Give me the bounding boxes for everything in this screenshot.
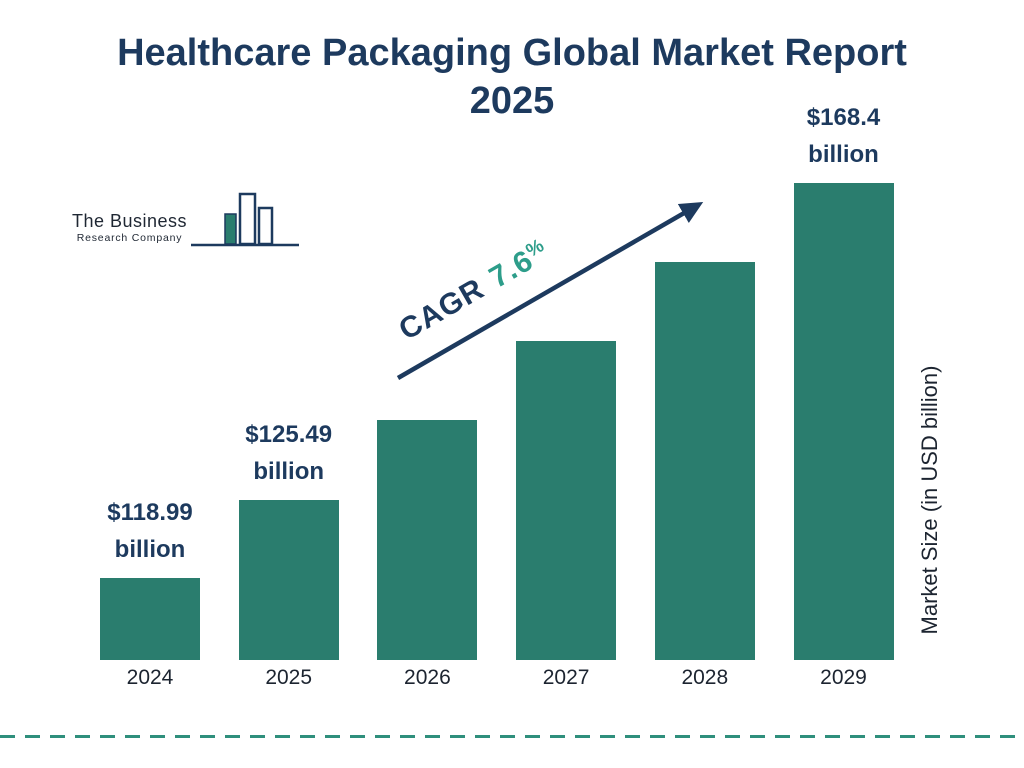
bar-2024	[100, 578, 200, 660]
x-label-2027: 2027	[542, 666, 590, 689]
logo-bars-icon	[191, 192, 300, 247]
value-label-line: $118.99	[107, 498, 193, 526]
bar-2027	[516, 341, 617, 660]
value-label-line: billion	[808, 140, 879, 168]
value-label-line: $125.49	[245, 420, 333, 448]
bar-2025	[238, 500, 339, 660]
bar-2028	[654, 262, 755, 660]
logo: The Business Research Company	[72, 188, 301, 250]
bottom-dashed-divider	[0, 735, 1024, 738]
bar-2026	[377, 420, 478, 660]
chart-title-line1: Healthcare Packaging Global Market Repor…	[117, 32, 907, 74]
logo-text-line2: Research Company	[76, 232, 183, 244]
logo-text-line1: The Business	[72, 211, 188, 231]
cagr-trend-arrow	[396, 202, 704, 380]
value-label-line: billion	[114, 535, 186, 563]
x-label-2025: 2025	[265, 666, 313, 689]
value-label-line: billion	[253, 457, 325, 485]
value-label-line: $168.4	[806, 103, 881, 131]
value-label-2025: $125.49 billion	[189, 416, 389, 490]
logo-text: The Business Research Company	[72, 211, 187, 250]
y-axis-title: Market Size (in USD billion)	[917, 365, 942, 635]
value-label-2029: $168.4 billion	[744, 99, 944, 173]
bar-2029	[793, 183, 894, 660]
value-label-2024: $118.99 billion	[50, 494, 250, 568]
x-label-2024: 2024	[126, 666, 174, 689]
chart-title-line2: 2025	[469, 79, 555, 122]
x-label-2029: 2029	[820, 666, 867, 689]
x-label-2028: 2028	[681, 666, 729, 689]
chart-title: Healthcare Packaging Global Market Repor…	[92, 30, 932, 126]
x-label-2026: 2026	[404, 666, 451, 689]
